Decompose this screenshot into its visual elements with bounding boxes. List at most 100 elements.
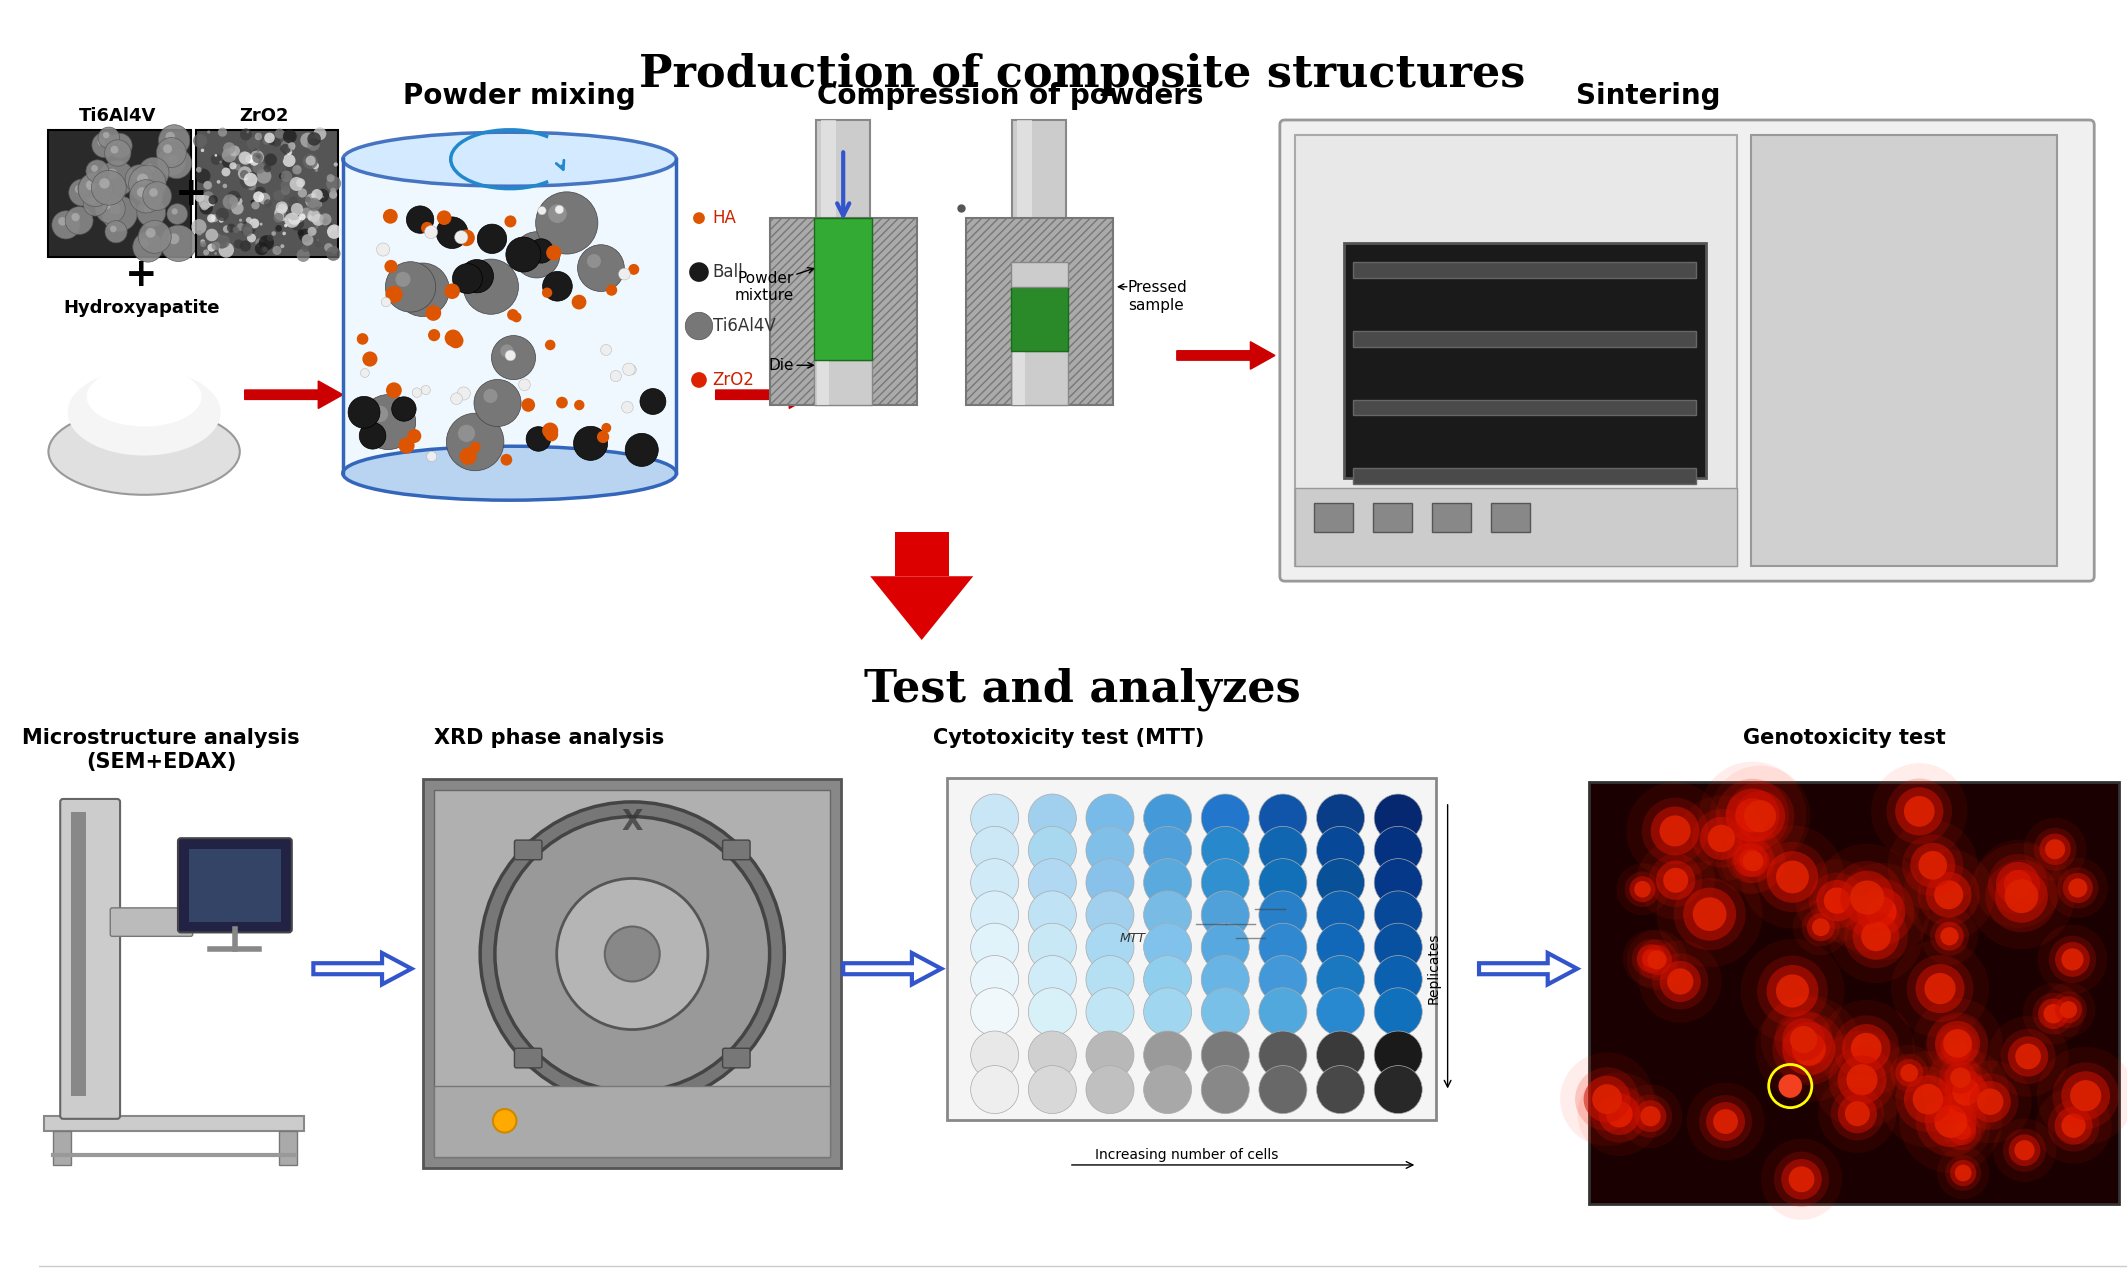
Circle shape [281, 170, 292, 182]
Circle shape [1666, 968, 1694, 994]
Bar [821, 120, 836, 218]
Circle shape [315, 238, 319, 243]
Circle shape [334, 163, 338, 167]
Circle shape [228, 202, 234, 210]
Circle shape [289, 177, 304, 191]
Circle shape [1375, 1031, 1422, 1079]
Circle shape [1692, 897, 1726, 931]
Circle shape [2009, 1135, 2041, 1166]
Circle shape [692, 373, 706, 388]
Circle shape [309, 227, 317, 236]
Circle shape [1200, 956, 1249, 1003]
Circle shape [283, 154, 296, 167]
Circle shape [455, 231, 468, 243]
Circle shape [1781, 1022, 1836, 1076]
Circle shape [1905, 1075, 1951, 1123]
Circle shape [98, 127, 119, 149]
Circle shape [289, 196, 298, 205]
Circle shape [196, 167, 202, 173]
Circle shape [385, 286, 402, 304]
Circle shape [1656, 861, 1762, 967]
Circle shape [1836, 1056, 1885, 1104]
Circle shape [245, 173, 257, 187]
Circle shape [253, 152, 264, 163]
Circle shape [2051, 1062, 2119, 1129]
Circle shape [330, 231, 338, 240]
Circle shape [1028, 924, 1077, 971]
Circle shape [1700, 817, 1743, 860]
Text: XRD phase analysis: XRD phase analysis [434, 729, 664, 748]
Circle shape [1845, 904, 1909, 968]
Polygon shape [245, 380, 343, 409]
Circle shape [458, 229, 475, 246]
FancyBboxPatch shape [1279, 120, 2094, 582]
Circle shape [1856, 888, 1905, 936]
Circle shape [1956, 1164, 1971, 1181]
Circle shape [311, 190, 323, 201]
Circle shape [277, 202, 281, 206]
Circle shape [85, 181, 96, 191]
Circle shape [383, 209, 398, 224]
Circle shape [92, 132, 117, 158]
Circle shape [1143, 826, 1192, 875]
Circle shape [1777, 975, 1809, 1007]
Circle shape [145, 164, 155, 173]
Circle shape [1651, 807, 1700, 856]
Circle shape [1730, 839, 1775, 883]
Circle shape [200, 201, 213, 214]
Circle shape [362, 395, 415, 450]
Circle shape [2024, 983, 2083, 1044]
Circle shape [494, 1109, 517, 1132]
Circle shape [143, 182, 172, 210]
Circle shape [330, 188, 336, 193]
Circle shape [1630, 876, 1656, 902]
Circle shape [1592, 1086, 1647, 1143]
Circle shape [1924, 974, 1956, 1004]
Circle shape [232, 202, 245, 215]
Text: Compression of powders: Compression of powders [817, 82, 1202, 110]
Circle shape [285, 164, 300, 177]
Circle shape [1736, 798, 1770, 833]
Circle shape [1143, 890, 1192, 939]
Circle shape [1664, 867, 1688, 893]
Circle shape [587, 254, 600, 268]
Circle shape [1626, 783, 1724, 880]
Circle shape [266, 234, 272, 241]
Circle shape [194, 192, 204, 202]
Circle shape [641, 388, 666, 415]
Circle shape [1811, 918, 1830, 936]
Circle shape [285, 213, 300, 228]
Circle shape [1375, 794, 1422, 842]
Circle shape [1832, 863, 1930, 961]
Circle shape [555, 205, 564, 214]
Circle shape [1660, 961, 1700, 1002]
Text: +: + [174, 174, 206, 213]
Circle shape [145, 228, 155, 238]
Circle shape [1734, 790, 1785, 842]
Circle shape [611, 370, 621, 382]
Circle shape [204, 181, 213, 190]
Circle shape [264, 138, 270, 145]
Circle shape [264, 132, 275, 143]
Circle shape [1913, 998, 2002, 1089]
Circle shape [2062, 1071, 2111, 1120]
Circle shape [496, 816, 770, 1091]
Circle shape [1143, 1066, 1192, 1113]
Circle shape [543, 287, 553, 298]
Circle shape [283, 129, 296, 143]
Circle shape [626, 433, 658, 466]
Circle shape [2005, 870, 2032, 898]
Text: MTT: MTT [1119, 931, 1145, 945]
Circle shape [83, 192, 109, 216]
Circle shape [1915, 1086, 1985, 1157]
Circle shape [1260, 1066, 1307, 1113]
Circle shape [2056, 997, 2081, 1024]
Text: Ti6Al4V: Ti6Al4V [79, 106, 155, 124]
Circle shape [66, 206, 94, 234]
Circle shape [1792, 899, 1849, 956]
Circle shape [304, 193, 319, 208]
Circle shape [315, 225, 319, 228]
Circle shape [200, 149, 204, 152]
Circle shape [1375, 988, 1422, 1036]
Circle shape [575, 427, 609, 460]
